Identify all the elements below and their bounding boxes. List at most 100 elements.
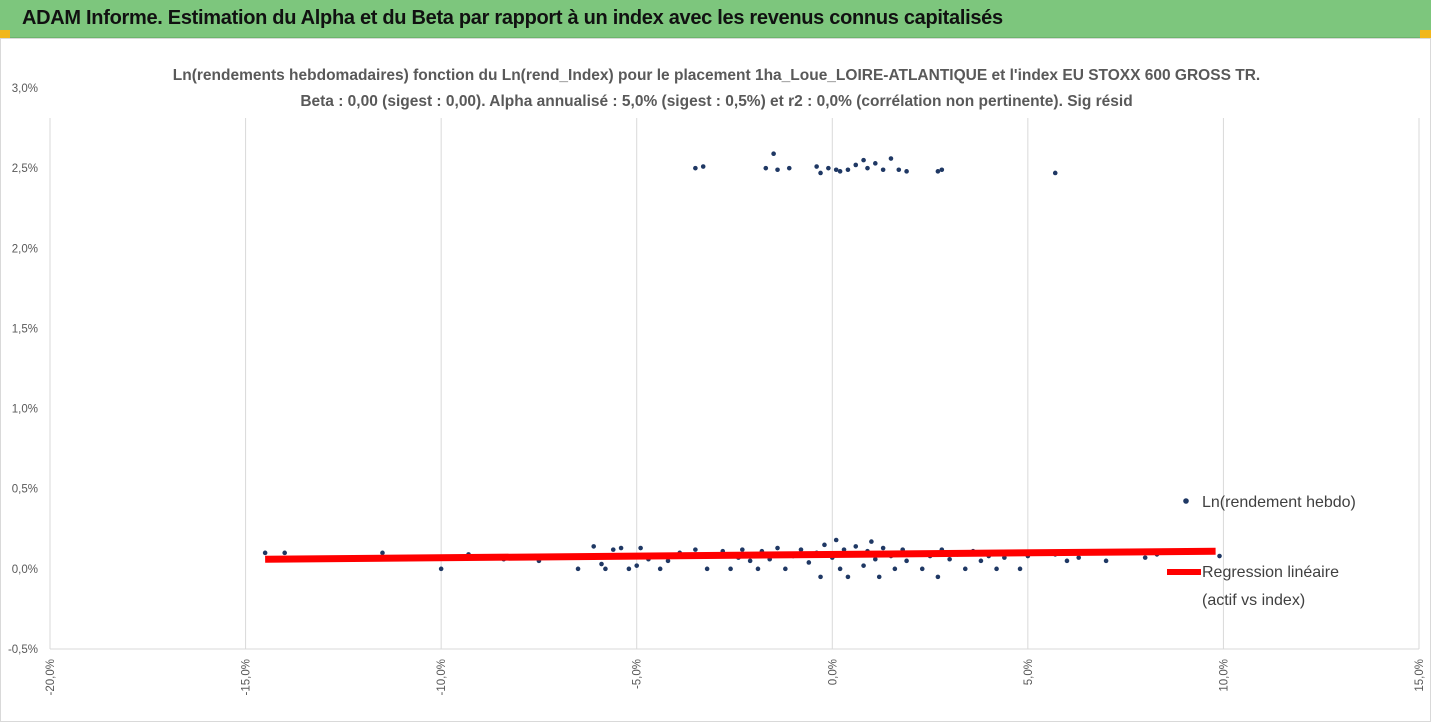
scatter-point — [438, 566, 444, 572]
report-title: ADAM Informe. Estimation du Alpha et du … — [22, 7, 1003, 29]
scatter-point — [818, 170, 823, 176]
scatter-point — [837, 566, 843, 572]
y-tick-label: 0,0% — [12, 564, 38, 576]
scatter-point — [865, 165, 870, 171]
scatter-point — [833, 537, 839, 543]
scatter-point — [876, 574, 882, 580]
scatter-point — [892, 566, 898, 572]
report-banner: ADAM Informe. Estimation du Alpha et du … — [0, 0, 1431, 38]
y-tick-label: 3,0% — [12, 83, 38, 95]
scatter-point — [786, 165, 792, 171]
y-tick-label: -0,5% — [8, 644, 38, 656]
scatter-point — [657, 566, 663, 572]
scatter-point — [775, 545, 780, 551]
scatter-point — [603, 566, 608, 572]
scatter-point — [873, 556, 878, 562]
x-tick-label: 10,0% — [1218, 659, 1230, 692]
scatter-point — [814, 164, 819, 169]
scatter-point — [1076, 555, 1082, 560]
scatter-point — [837, 169, 843, 174]
scatter-point — [888, 156, 894, 161]
scatter-point — [962, 566, 968, 572]
chart-title-line2: Beta : 0,00 (sigest : 0,00). Alpha annua… — [300, 93, 1133, 110]
y-tick-label: 0,5% — [12, 484, 38, 496]
scatter-point — [610, 547, 616, 552]
y-tick-label: 2,0% — [12, 243, 38, 255]
scatter-point — [755, 566, 761, 572]
scatter-point — [919, 566, 925, 572]
scatter-point — [935, 574, 941, 580]
scatter-point — [853, 544, 859, 549]
scatter-point — [798, 547, 804, 552]
scatter-point — [826, 165, 831, 171]
scatter-point — [845, 167, 851, 173]
banner-corner-accent — [1420, 30, 1431, 38]
scatter-point — [1052, 170, 1058, 176]
y-tick-label: 1,5% — [12, 323, 38, 335]
scatter-point — [1217, 553, 1222, 559]
scatter-point — [704, 566, 710, 572]
scatter-point — [853, 162, 859, 168]
x-tick-label: -15,0% — [241, 659, 253, 695]
scatter-point — [262, 550, 268, 556]
scatter-point — [841, 547, 847, 552]
scatter-point — [575, 566, 581, 572]
scatter-point — [994, 566, 999, 572]
scatter-point — [845, 574, 851, 580]
scatter-point — [599, 561, 604, 567]
scatter-point — [634, 563, 640, 568]
scatter-point — [747, 558, 753, 564]
scatter-point — [1017, 566, 1023, 572]
scatter-point — [282, 550, 287, 556]
scatter-point — [880, 167, 886, 173]
scatter-point — [763, 165, 769, 171]
scatter-point — [904, 169, 909, 174]
scatter-point — [806, 560, 812, 565]
scatter-point — [880, 545, 886, 551]
scatter-point — [618, 545, 624, 551]
scatter-point — [693, 165, 698, 171]
scatter-point — [904, 558, 909, 564]
banner-corner-accent — [0, 30, 10, 38]
scatter-chart: -0,5% 0,0% 0,5% 1,0% 1,5% 2,0% 2,5% 3,0% -20,0% -… — [8, 83, 1426, 695]
scatter-point — [783, 566, 788, 572]
scatter-point — [873, 161, 878, 166]
scatter-point — [638, 545, 643, 551]
scatter-point — [665, 558, 671, 564]
x-tick-label: 0,0% — [827, 659, 839, 685]
scatter-point — [818, 574, 823, 580]
scatter-point — [896, 167, 902, 173]
scatter-point — [626, 566, 632, 572]
legend-regression-label-2: (actif vs index) — [1202, 592, 1306, 609]
scatter-point — [861, 563, 866, 568]
scatter-point — [700, 164, 706, 169]
legend-scatter-label: Ln(rendement hebdo) — [1202, 494, 1356, 511]
scatter-point — [740, 547, 745, 552]
regression-line — [265, 547, 1216, 563]
x-tick-label: -5,0% — [632, 659, 644, 689]
x-tick-label: -20,0% — [45, 659, 57, 695]
scatter-point — [939, 167, 945, 173]
legend-scatter-marker — [1183, 498, 1189, 504]
y-tick-label: 1,0% — [12, 404, 38, 416]
scatter-point — [380, 550, 385, 556]
scatter-point — [1103, 558, 1109, 564]
scatter-point — [1064, 558, 1070, 564]
scatter-point — [833, 167, 839, 173]
scatter-point — [693, 547, 698, 552]
scatter-point — [978, 558, 984, 564]
chart-title-line1: Ln(rendements hebdomadaires) fonction du… — [172, 67, 1261, 84]
y-tick-label: 2,5% — [12, 163, 38, 175]
scatter-point — [822, 542, 827, 548]
scatter-point — [728, 566, 733, 572]
scatter-point — [947, 556, 952, 562]
scatter-point — [935, 169, 941, 174]
x-tick-label: 5,0% — [1023, 659, 1035, 685]
scatter-point — [771, 151, 776, 157]
x-tick-label: 15,0% — [1414, 659, 1426, 692]
scatter-point — [775, 167, 780, 173]
chart-area: -0,5% 0,0% 0,5% 1,0% 1,5% 2,0% 2,5% 3,0% -20,0% -… — [0, 38, 1431, 722]
scatter-point — [1142, 555, 1148, 560]
scatter-point — [861, 157, 866, 163]
legend-regression-label: Regression linéaire — [1202, 564, 1339, 581]
